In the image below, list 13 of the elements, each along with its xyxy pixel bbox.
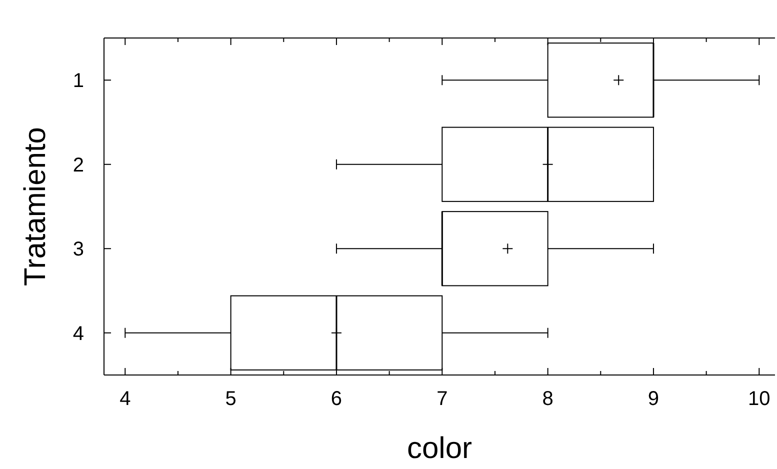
y-tick-label: 2	[72, 154, 84, 176]
x-tick-label: 10	[748, 388, 770, 410]
x-tick-label: 4	[120, 388, 131, 410]
y-axis-title: Tratamiento	[19, 127, 52, 286]
x-axis-title: color	[406, 432, 472, 465]
x-tick-label: 9	[648, 388, 660, 410]
y-tick-label: 4	[72, 322, 84, 345]
x-tick-label: 7	[436, 388, 448, 410]
y-tick-label: 1	[72, 70, 84, 92]
x-tick-label: 5	[225, 388, 236, 410]
y-tick-label: 3	[72, 238, 84, 261]
x-tick-label: 6	[330, 388, 342, 410]
x-tick-label: 8	[542, 388, 554, 410]
